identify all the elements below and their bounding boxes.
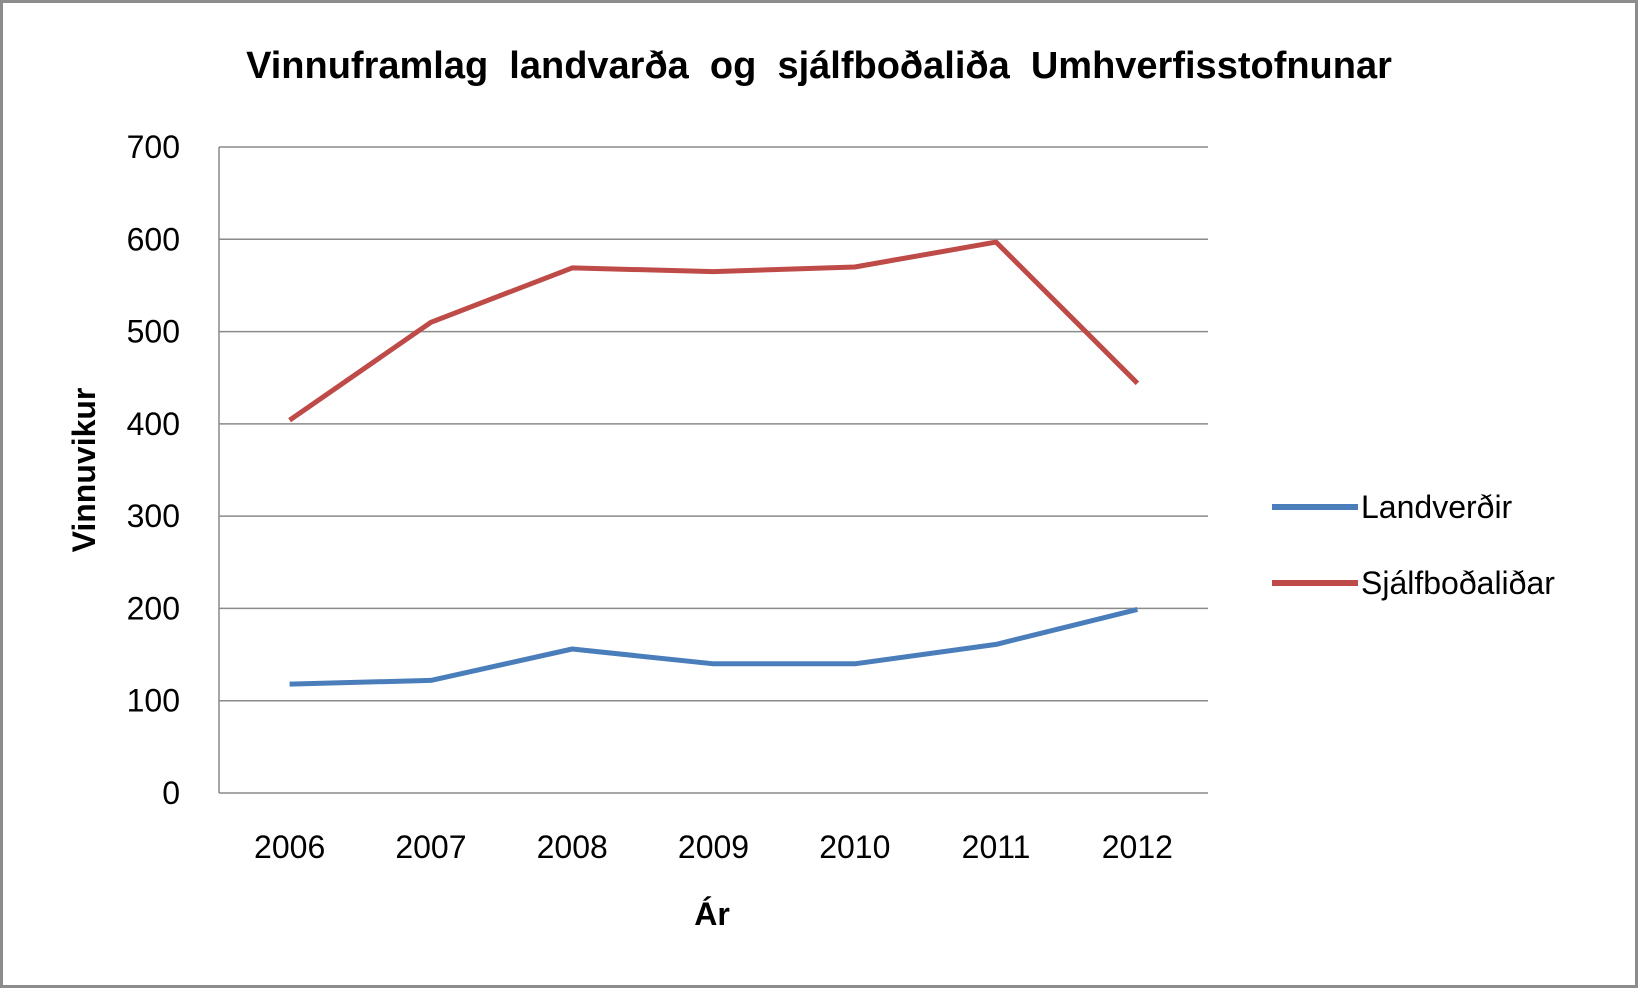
legend: Landverðir Sjálfboðaliðar [1272,489,1555,601]
x-tick-label: 2006 [254,829,325,865]
x-axis-ticks: 2006 2007 2008 2009 2010 2011 2012 [254,829,1173,865]
y-tick-label: 600 [127,221,180,257]
y-axis-ticks: 0 100 200 300 400 500 600 700 [127,129,180,811]
legend-label: Landverðir [1361,489,1513,525]
y-tick-label: 100 [127,683,180,719]
y-tick-label: 200 [127,590,180,626]
y-tick-label: 500 [127,314,180,350]
gridlines [218,146,1208,794]
y-tick-label: 400 [127,406,180,442]
y-tick-label: 700 [127,129,180,165]
x-tick-label: 2010 [819,829,890,865]
x-axis-title: Ár [694,896,730,932]
y-tick-label: 0 [162,775,180,811]
y-tick-label: 300 [127,498,180,534]
x-tick-label: 2007 [395,829,466,865]
series-line-landverdir [289,606,1139,687]
x-tick-label: 2012 [1102,829,1173,865]
x-tick-label: 2009 [678,829,749,865]
chart-title: Vinnuframlag landvarða og sjálfboðaliða … [246,45,1392,87]
x-tick-label: 2011 [962,829,1031,865]
y-axis-title: Vinnuvikur [66,388,102,553]
series-line-sjalfbodalidar [288,239,1140,423]
legend-label: Sjálfboðaliðar [1361,565,1555,601]
series-lines [288,239,1140,687]
x-tick-label: 2008 [537,829,608,865]
